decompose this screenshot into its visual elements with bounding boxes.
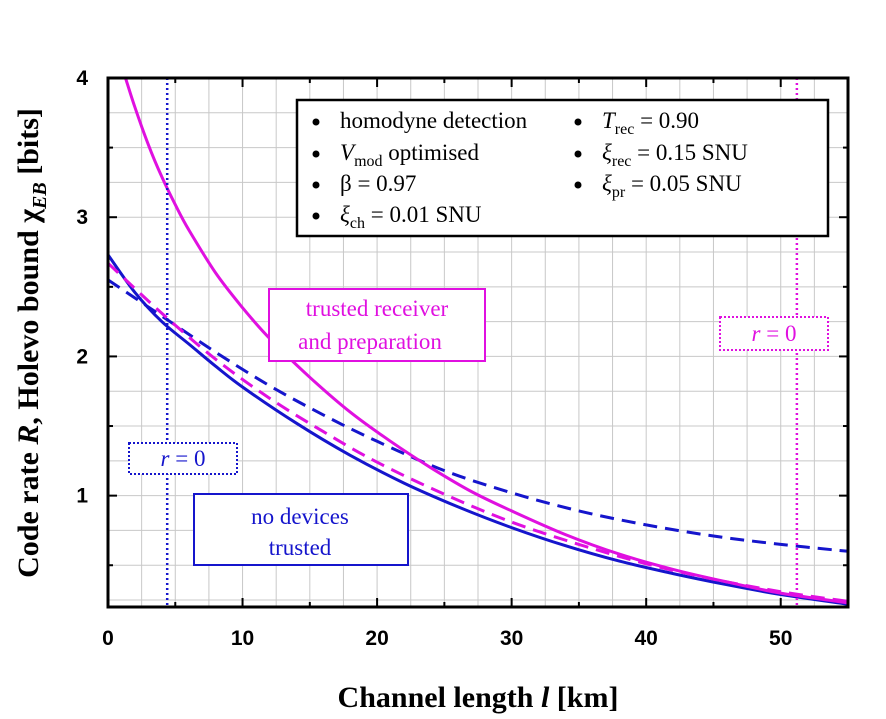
annotation-r0-magenta-text: r = 0 (752, 321, 797, 346)
series-line-3 (106, 262, 849, 603)
annotation-r0-blue: r = 0 (128, 442, 238, 475)
x-tick-label: 50 (769, 627, 792, 650)
legend-item-left: ξch = 0.01 SNU (340, 202, 482, 232)
series-line-0 (106, 253, 849, 606)
zero-rate-lines (165, 78, 799, 607)
annotation-trusted-box (268, 288, 486, 362)
legend-item-right: ξrec = 0.15 SNU (602, 140, 748, 170)
legend-item-right-bullet (574, 118, 582, 126)
x-tick-label: 0 (102, 627, 114, 650)
axis-ticks: 0 10 20 30 40 50 1 2 3 4 (76, 67, 849, 650)
x-tick-label: 30 (500, 627, 523, 650)
annotation-r0-blue-box (128, 442, 238, 475)
annotation-nodev-box (193, 493, 409, 566)
legend-item-left-bullet (312, 212, 320, 220)
annotation-r0-blue-text: r = 0 (161, 446, 206, 471)
annotation-trusted-line1: trusted receiver (306, 296, 449, 321)
legend-item-left: homodyne detection (340, 108, 528, 133)
legend-item-right-bullet (574, 150, 582, 158)
x-tick-label: 40 (635, 627, 658, 650)
annotation-r0-magenta: r = 0 (719, 316, 829, 351)
legend-item-right-bullet (574, 181, 582, 189)
y-tick-label: 2 (76, 345, 88, 368)
y-tick-label: 1 (76, 485, 88, 508)
y-tick-label: 4 (76, 67, 88, 90)
legend-item-left-bullet (312, 150, 320, 158)
legend-item-right: Trec = 0.90 (602, 108, 699, 138)
legend-item-left: Vmod optimised (340, 140, 479, 170)
x-axis-label: Channel length l [km] (338, 681, 619, 714)
x-tick-label: 10 (231, 627, 254, 650)
legend-item-right: ξpr = 0.05 SNU (602, 171, 742, 201)
y-axis-label: Code rate R, Holevo bound χEB [bits] (12, 108, 51, 578)
x-tick-label: 20 (365, 627, 388, 650)
legend-item-left-bullet (312, 118, 320, 126)
y-tick-label: 3 (76, 206, 88, 229)
legend-item-left-bullet (312, 181, 320, 189)
plot-frame (106, 76, 850, 609)
legend-item-left: β = 0.97 (340, 171, 416, 196)
legend-box (295, 98, 830, 238)
annotation-trusted-line2: and preparation (298, 329, 442, 354)
data-series (106, 77, 849, 606)
series-line-1 (107, 278, 849, 553)
annotation-nodev-line1: no devices (251, 504, 349, 529)
annotation-nodev: no devices trusted (193, 493, 409, 566)
annotation-r0-magenta-box (719, 316, 829, 351)
annotation-nodev-line2: trusted (269, 535, 332, 560)
annotation-trusted: trusted receiver and preparation (268, 288, 486, 362)
